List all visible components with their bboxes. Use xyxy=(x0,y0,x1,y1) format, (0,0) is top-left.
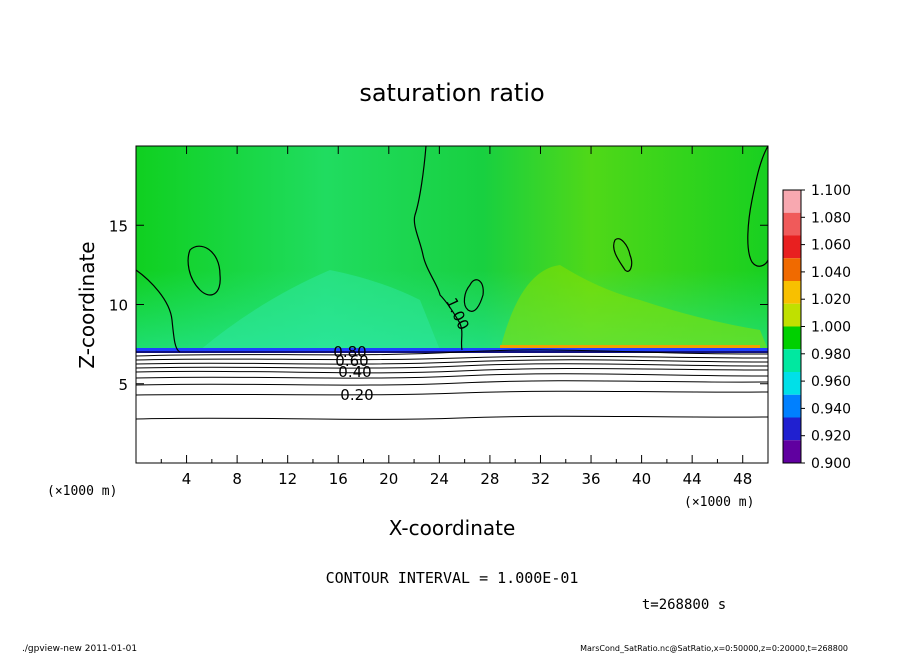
colorbar-label: 0.900 xyxy=(811,456,851,472)
colorbar-swatch xyxy=(783,440,801,463)
contour-label-060: 0.60 xyxy=(335,352,368,370)
x-tick-label: 40 xyxy=(632,470,651,488)
colorbar-label: 1.060 xyxy=(811,238,851,254)
x-ticks: 4 8 12 16 20 24 28 32 36 40 44 48 xyxy=(160,146,752,488)
colorbar-label: 1.040 xyxy=(811,265,851,281)
contour-label-040: 0.40 xyxy=(338,363,371,381)
colorbar-swatch xyxy=(783,372,801,395)
colorbar-label: 0.940 xyxy=(811,401,851,417)
y-ticks: 5 10 15 xyxy=(109,217,768,394)
contour-label-020: 0.20 xyxy=(340,386,373,404)
teal-bump xyxy=(200,270,440,350)
colorbar-label: 1.100 xyxy=(811,183,851,199)
colorbar-swatch xyxy=(783,326,801,350)
footer-right: MarsCond_SatRatio.nc@SatRatio,x=0:50000,… xyxy=(580,644,848,653)
x-tick-label: 12 xyxy=(278,470,297,488)
y-tick-label: 15 xyxy=(109,217,128,235)
x-tick-label: 32 xyxy=(531,470,550,488)
x-unit-label: (×1000 m) xyxy=(684,495,754,510)
y-unit-label: (×1000 m) xyxy=(47,484,117,499)
contour-label-080: 0.80 xyxy=(333,343,366,361)
colorbar-swatch xyxy=(783,417,801,441)
x-tick-label: 16 xyxy=(329,470,348,488)
x-tick-label: 36 xyxy=(581,470,600,488)
colorbar-swatch xyxy=(783,190,801,213)
contours-lower xyxy=(135,349,769,420)
time-text: t=268800 s xyxy=(642,597,726,613)
colorbar-swatch xyxy=(783,281,801,304)
contours-upper xyxy=(135,145,769,353)
x-tick-label: 20 xyxy=(379,470,398,488)
colorbar-swatch xyxy=(783,303,801,327)
colorbar-label: 1.000 xyxy=(811,320,851,336)
chart-title: saturation ratio xyxy=(359,79,544,107)
y-tick-label: 5 xyxy=(118,376,128,394)
x-tick-label: 8 xyxy=(232,470,242,488)
x-tick-label: 4 xyxy=(182,470,192,488)
colorbar-swatch xyxy=(783,212,801,236)
boundary-orange xyxy=(500,345,760,348)
y-axis-label: Z-coordinate xyxy=(75,241,99,368)
plot-area: 0.20 0.40 0.60 0.80 1.00 xyxy=(135,145,769,464)
x-tick-label: 44 xyxy=(683,470,702,488)
colorbar-label: 1.080 xyxy=(811,210,851,226)
footer-left: ./gpview-new 2011-01-01 xyxy=(22,644,137,654)
yellow-green-region xyxy=(500,265,768,350)
x-axis-label: X-coordinate xyxy=(389,516,516,540)
y-tick-label: 10 xyxy=(109,297,128,315)
colorbar: 1.100 1.080 1.060 1.040 1.020 1.000 0.980 0.960… xyxy=(782,183,851,472)
colorbar-swatch xyxy=(783,349,801,372)
x-tick-label: 28 xyxy=(480,470,499,488)
colorbar-label: 0.920 xyxy=(811,429,851,445)
colorbar-label: 0.960 xyxy=(811,374,851,390)
x-tick-label: 48 xyxy=(733,470,752,488)
colorbar-label: 1.020 xyxy=(811,292,851,308)
colorbar-swatch xyxy=(783,235,801,259)
colorbar-swatch xyxy=(783,394,801,418)
colorbar-label: 0.980 xyxy=(811,347,851,363)
boundary-blue xyxy=(136,348,768,352)
contour-interval-text: CONTOUR INTERVAL = 1.000E-01 xyxy=(326,569,579,587)
colorbar-swatch xyxy=(783,258,801,281)
x-tick-label: 24 xyxy=(430,470,449,488)
